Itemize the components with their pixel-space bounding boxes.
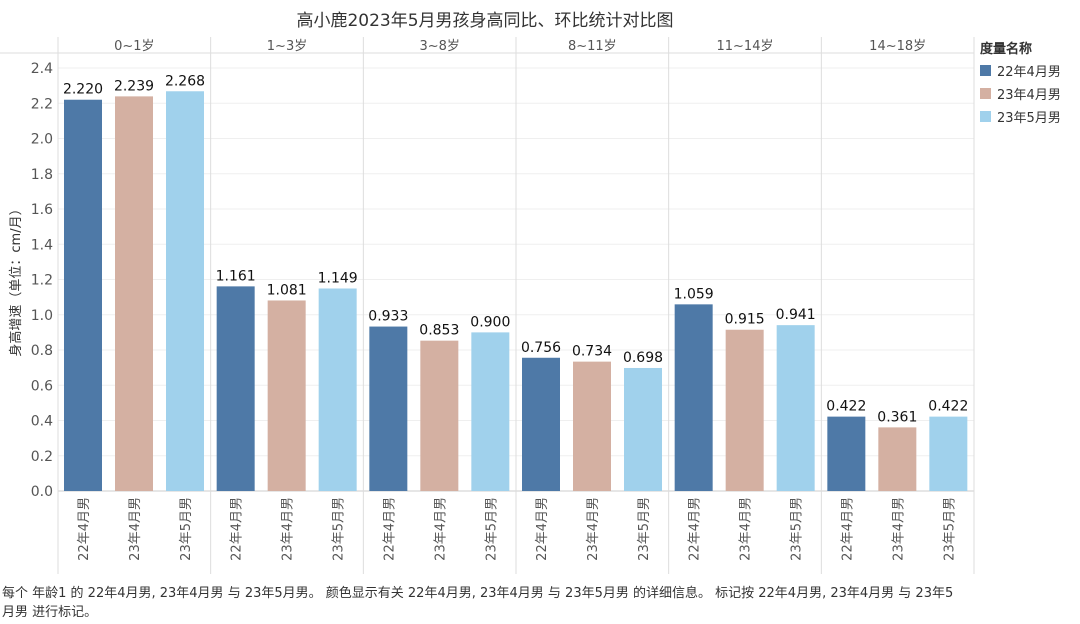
- legend-title: 度量名称: [980, 42, 1033, 57]
- data-label: 0.422: [928, 399, 968, 415]
- x-category-label: 23年4月男: [891, 497, 906, 561]
- bar: [369, 326, 408, 491]
- y-tick-label: 0.6: [31, 378, 53, 394]
- y-tick-label: 2.0: [31, 132, 53, 148]
- data-label: 0.422: [826, 399, 866, 415]
- data-label: 1.161: [216, 268, 256, 284]
- bar: [827, 416, 866, 491]
- group-header: 8~11岁: [568, 39, 617, 54]
- legend-swatch: [980, 88, 991, 99]
- legend-label: 23年4月男: [997, 88, 1061, 103]
- x-category-label: 23年5月男: [179, 497, 194, 561]
- x-category-label: 23年4月男: [586, 497, 601, 561]
- group-header: 1~3岁: [267, 39, 307, 54]
- data-label: 0.734: [572, 344, 612, 360]
- x-category-label: 23年4月男: [739, 497, 754, 561]
- legend-item: 23年5月男: [980, 107, 1061, 126]
- y-tick-label: 0.4: [31, 414, 53, 430]
- x-category-label: 22年4月男: [535, 497, 550, 561]
- data-label: 1.059: [674, 286, 714, 302]
- data-label: 1.081: [267, 282, 307, 298]
- y-tick-label: 2.2: [31, 96, 53, 112]
- bar: [674, 304, 713, 491]
- y-tick-label: 0.2: [31, 449, 53, 465]
- y-axis-title: 身高增速（单位：cm/月）: [8, 202, 24, 356]
- bar: [420, 340, 459, 491]
- data-label: 0.698: [623, 350, 663, 366]
- group-header: 14~18岁: [869, 39, 926, 54]
- data-label: 2.268: [165, 73, 205, 89]
- x-category-label: 23年5月男: [637, 497, 652, 561]
- bar: [929, 416, 968, 491]
- y-tick-label: 1.8: [31, 167, 53, 183]
- x-category-label: 23年4月男: [433, 497, 448, 561]
- y-tick-label: 2.4: [31, 61, 53, 77]
- bar: [776, 325, 815, 491]
- data-label: 0.933: [368, 309, 408, 325]
- bar: [573, 361, 611, 491]
- y-tick-label: 0.0: [31, 484, 53, 500]
- y-tick-label: 1.4: [31, 237, 53, 253]
- legend-item: 22年4月男: [980, 61, 1061, 80]
- y-tick-label: 1.0: [31, 308, 53, 324]
- legend-swatch: [980, 111, 991, 122]
- x-category-label: 22年4月男: [230, 497, 245, 561]
- legend-label: 22年4月男: [997, 65, 1061, 80]
- bar: [166, 91, 204, 491]
- x-category-label: 22年4月男: [77, 497, 92, 561]
- bar: [522, 357, 560, 491]
- y-tick-label: 0.8: [31, 343, 53, 359]
- chart-caption: 每个 年龄1 的 22年4月男, 23年4月男 与 23年5月男。 颜色显示有关…: [2, 586, 954, 620]
- bar: [318, 288, 357, 491]
- x-category-label: 23年5月男: [942, 497, 957, 561]
- bar: [216, 286, 255, 491]
- bar: [115, 96, 153, 491]
- x-category-label: 22年4月男: [688, 497, 703, 561]
- y-tick-label: 1.2: [31, 273, 53, 289]
- bar: [471, 332, 510, 491]
- data-label: 0.900: [470, 314, 510, 330]
- data-label: 2.220: [63, 82, 103, 98]
- legend-swatch: [980, 65, 991, 76]
- bar: [64, 99, 102, 491]
- data-label: 0.853: [419, 323, 459, 339]
- bar: [267, 300, 306, 491]
- data-label: 0.941: [776, 307, 816, 323]
- group-header: 0~1岁: [114, 39, 154, 54]
- data-label: 1.149: [318, 270, 358, 286]
- bar: [725, 329, 764, 491]
- x-category-label: 22年4月男: [382, 497, 397, 561]
- data-label: 0.361: [877, 409, 917, 425]
- bar: [878, 427, 917, 491]
- x-category-label: 23年4月男: [128, 497, 143, 561]
- legend: 度量名称 22年4月男 23年4月男 23年5月男: [980, 38, 1061, 130]
- x-category-label: 23年5月男: [790, 497, 805, 561]
- data-label: 0.756: [521, 340, 561, 356]
- legend-label: 23年5月男: [997, 111, 1061, 126]
- bar: [624, 367, 662, 491]
- group-header: 3~8岁: [419, 39, 459, 54]
- x-category-label: 22年4月男: [840, 497, 855, 561]
- data-label: 2.239: [114, 78, 154, 94]
- x-category-label: 23年5月男: [332, 497, 347, 561]
- data-label: 0.915: [725, 312, 765, 328]
- x-category-label: 23年5月男: [484, 497, 499, 561]
- legend-item: 23年4月男: [980, 84, 1061, 103]
- x-category-label: 23年4月男: [281, 497, 296, 561]
- y-tick-label: 1.6: [31, 202, 53, 218]
- chart-title: 高小鹿2023年5月男孩身高同比、环比统计对比图: [296, 11, 674, 31]
- group-header: 11~14岁: [717, 39, 774, 54]
